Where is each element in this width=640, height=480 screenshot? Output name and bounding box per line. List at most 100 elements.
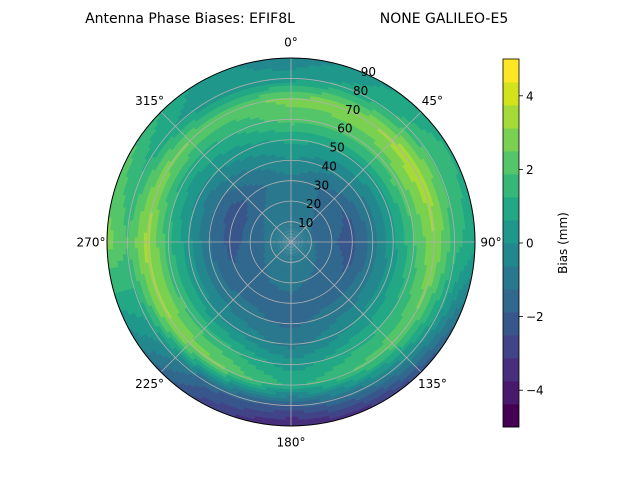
contour-cell: [294, 233, 297, 237]
contour-cell: [294, 246, 298, 250]
contour-cell: [297, 228, 301, 233]
contour-cell: [291, 244, 294, 249]
contour-cell: [287, 247, 290, 252]
contour-cell: [278, 243, 282, 245]
contour-cell: [292, 251, 294, 255]
contour-cell: [284, 246, 288, 250]
contour-cell: [299, 230, 303, 234]
contour-cell: [278, 237, 283, 239]
contour-cell: [291, 251, 293, 255]
contour-cell: [285, 250, 288, 254]
contour-cell: [293, 247, 296, 251]
contour-cell: [293, 243, 297, 247]
contour-cell: [295, 235, 299, 239]
contour-cell: [293, 250, 296, 255]
contour-cell: [295, 231, 299, 235]
contour-cell: [283, 231, 286, 235]
contour-cell: [286, 247, 289, 251]
contour-cell: [292, 244, 295, 248]
contour-cell: [285, 246, 288, 251]
contour-cell: [278, 237, 283, 240]
contour-cell: [283, 252, 286, 257]
contour-cell: [289, 235, 291, 239]
contour-cell: [293, 243, 297, 246]
contour-cell: [289, 232, 291, 236]
contour-cell: [293, 237, 297, 241]
contour-cell: [284, 243, 289, 246]
contour-cell: [287, 247, 289, 252]
contour-cell: [280, 251, 284, 255]
contour-cell: [285, 238, 289, 241]
contour-cell: [285, 237, 289, 241]
contour-cell: [301, 233, 305, 236]
contour-cell: [292, 236, 296, 240]
contour-cell: [277, 248, 281, 251]
contour-cell: [281, 243, 286, 246]
contour-cell: [291, 244, 293, 249]
contour-cell: [292, 244, 296, 248]
contour-cell: [295, 253, 298, 258]
contour-cell: [282, 245, 286, 248]
contour-cell: [287, 253, 289, 258]
contour-cell: [293, 238, 298, 241]
contour-cell: [302, 244, 307, 246]
contour-cell: [293, 243, 297, 247]
contour-cell: [293, 232, 296, 237]
contour-cell: [285, 230, 288, 234]
contour-cell: [298, 251, 302, 255]
contour-cell: [278, 244, 283, 246]
contour-cell: [292, 232, 294, 237]
contour-cell: [298, 235, 303, 238]
contour-cell: [296, 227, 299, 232]
contour-cell: [279, 246, 284, 249]
contour-cell: [293, 239, 298, 241]
contour-cell: [293, 226, 296, 231]
contour-cell: [285, 250, 288, 254]
contour-cell: [299, 236, 303, 239]
contour-cell: [285, 243, 289, 247]
contour-cell: [296, 243, 301, 245]
contour-cell: [295, 245, 299, 249]
contour-cell: [280, 247, 284, 251]
contour-cell: [295, 245, 299, 249]
contour-cell: [284, 253, 287, 258]
contour-cell: [293, 243, 297, 246]
contour-cell: [286, 236, 290, 240]
contour-cell: [302, 235, 306, 238]
contour-cell: [282, 237, 286, 240]
contour-cell: [294, 230, 297, 234]
contour-cell: [285, 253, 288, 258]
contour-cell: [296, 244, 301, 246]
contour-cell: [302, 246, 306, 249]
contour-cell: [292, 250, 295, 255]
contour-cell: [292, 247, 294, 252]
contour-cell: [299, 235, 303, 239]
contour-cell: [299, 245, 304, 247]
contour-cell: [287, 244, 290, 248]
contour-cell: [302, 245, 307, 248]
contour-cell: [284, 242, 289, 244]
contour-cell: [300, 249, 304, 252]
contour-cell: [281, 243, 286, 245]
contour-cell: [281, 242, 285, 244]
contour-cell: [279, 236, 283, 239]
contour-cell: [299, 237, 304, 240]
contour-cell: [300, 239, 304, 241]
contour-cell: [284, 243, 289, 245]
contour-cell: [286, 253, 289, 258]
contour-cell: [283, 249, 286, 253]
contour-cell: [283, 235, 287, 239]
contour-cell: [294, 250, 296, 255]
contour-cell: [292, 247, 295, 252]
contour-cell: [296, 252, 299, 257]
contour-cell: [280, 247, 284, 250]
contour-cell: [284, 239, 289, 241]
contour-cell: [301, 248, 305, 251]
contour-cell: [285, 247, 288, 251]
contour-cell: [293, 233, 296, 237]
contour-cell: [282, 236, 287, 239]
contour-cell: [294, 230, 297, 234]
contour-cell: [289, 235, 291, 240]
contour-cell: [284, 242, 288, 244]
contour-cell: [289, 235, 291, 239]
